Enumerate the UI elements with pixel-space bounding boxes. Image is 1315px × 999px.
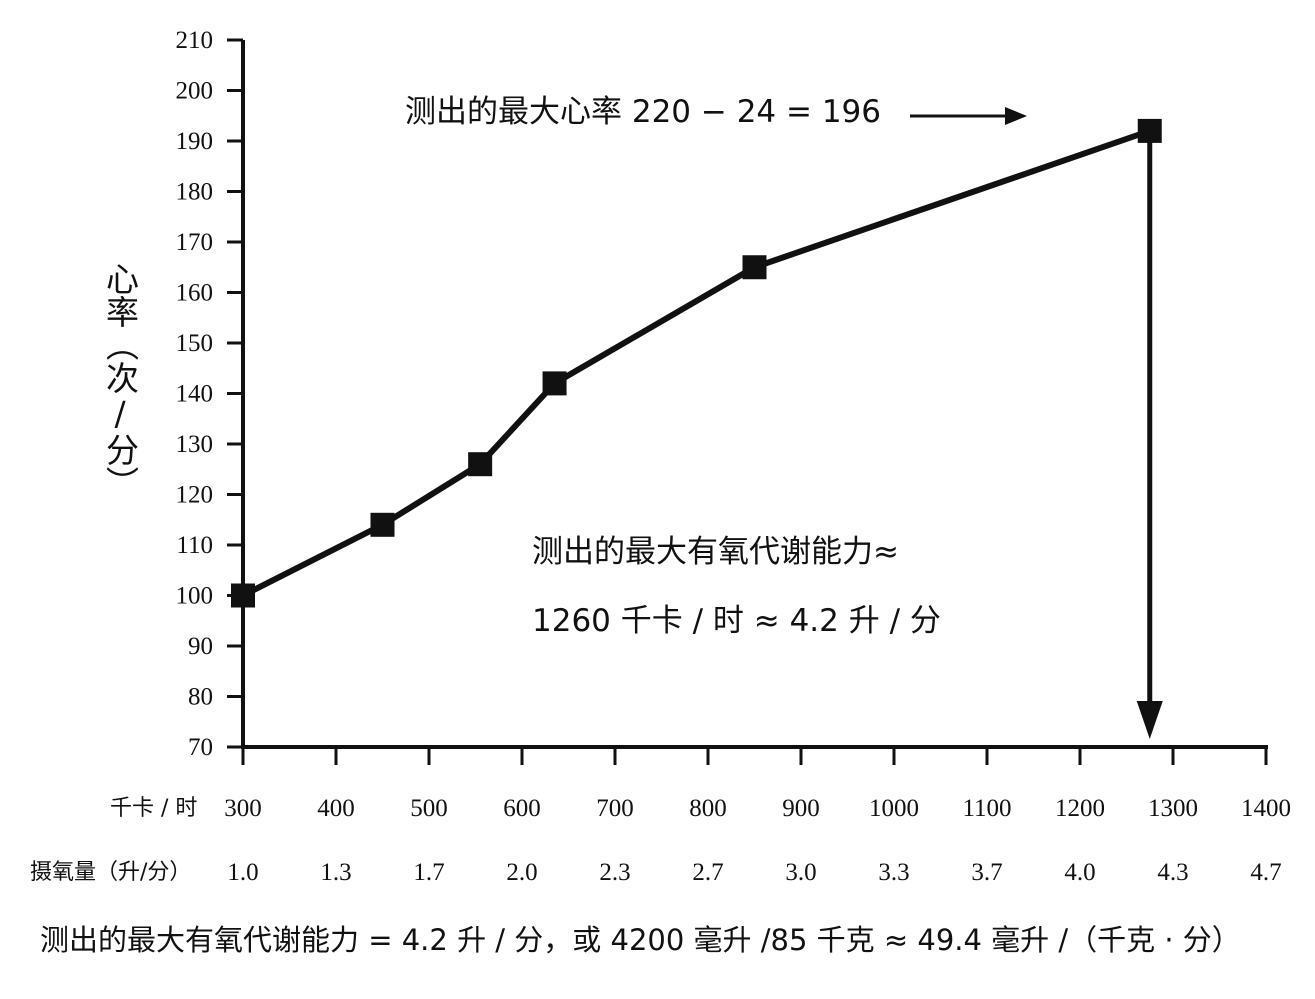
x-tick-label-800: 800 xyxy=(689,795,727,822)
x2-tick-label-7: 3.3 xyxy=(878,859,909,886)
y-tick-label-170: 170 xyxy=(176,229,214,256)
x-axis-row-label-kcal: 千卡 / 时 xyxy=(110,796,197,821)
drop-arrow-head xyxy=(1136,701,1163,739)
y-tick-label-110: 110 xyxy=(176,532,213,559)
series-0-point-2 xyxy=(468,452,493,477)
y-tick-label-160: 160 xyxy=(176,280,214,307)
max-aerobic-annotation-line1: 测出的最大有氧代谢能力≈ xyxy=(532,534,899,570)
x2-tick-label-9: 4.0 xyxy=(1064,859,1095,886)
annotation-arrow-head xyxy=(1005,107,1027,125)
x-tick-label-500: 500 xyxy=(410,795,448,822)
x2-tick-label-6: 3.0 xyxy=(785,859,816,886)
axes-layer: 70 80 90 100 110 120 130 140 150 160 170 180 190 200 2… xyxy=(176,27,1292,886)
y-tick-label-190: 190 xyxy=(176,128,214,155)
x2-tick-label-1: 1.3 xyxy=(320,859,351,886)
x-tick-label-1300: 1300 xyxy=(1148,795,1198,822)
series-0-point-3 xyxy=(542,371,567,396)
x2-tick-label-2: 1.7 xyxy=(413,859,444,886)
y-tick-label-80: 80 xyxy=(188,684,213,711)
x-tick-label-300: 300 xyxy=(224,795,262,822)
y-axis-label: 心率（次/分） xyxy=(101,262,140,499)
x-axis-row-label-oxygen: 摄氧量（升/分） xyxy=(30,860,191,885)
x-tick-label-1200: 1200 xyxy=(1055,795,1105,822)
y-tick-label-120: 120 xyxy=(176,482,214,509)
series-0-line xyxy=(241,128,1151,599)
max-heart-rate-annotation: 测出的最大心率 220 − 24 = 196 xyxy=(405,94,881,130)
x-tick-label-1100: 1100 xyxy=(962,795,1011,822)
x2-tick-label-5: 2.7 xyxy=(692,859,723,886)
x-tick-label-400: 400 xyxy=(317,795,355,822)
max-aerobic-annotation-line2: 1260 千卡 / 时 ≈ 4.2 升 / 分 xyxy=(532,603,941,639)
x-tick-label-1000: 1000 xyxy=(869,795,919,822)
footer-note: 测出的最大有氧代谢能力 = 4.2 升 / 分，或 4200 毫升 /85 千克… xyxy=(40,923,1241,957)
series-0-point-4 xyxy=(742,255,767,280)
series-0-point-0 xyxy=(231,583,255,608)
data-layer xyxy=(231,118,1163,739)
y-tick-label-210: 210 xyxy=(176,27,214,54)
y-tick-label-140: 140 xyxy=(176,381,214,408)
y-tick-label-130: 130 xyxy=(176,431,214,458)
x2-tick-label-4: 2.3 xyxy=(599,859,630,886)
y-tick-label-100: 100 xyxy=(176,583,214,610)
y-tick-label-200: 200 xyxy=(176,78,214,105)
y-tick-label-180: 180 xyxy=(176,179,214,206)
x2-tick-label-0: 1.0 xyxy=(227,859,258,886)
y-tick-label-70: 70 xyxy=(188,734,213,761)
x-tick-label-1400: 1400 xyxy=(1241,795,1291,822)
y-tick-label-150: 150 xyxy=(176,330,214,357)
x2-tick-label-3: 2.0 xyxy=(506,859,537,886)
series-0-point-1 xyxy=(370,512,395,537)
x-tick-label-900: 900 xyxy=(782,795,820,822)
x-tick-label-700: 700 xyxy=(596,795,634,822)
x-tick-label-600: 600 xyxy=(503,795,541,822)
x2-tick-label-11: 4.7 xyxy=(1250,859,1281,886)
y-tick-label-90: 90 xyxy=(188,633,213,660)
x2-tick-label-8: 3.7 xyxy=(971,859,1002,886)
x2-tick-label-10: 4.3 xyxy=(1157,859,1188,886)
